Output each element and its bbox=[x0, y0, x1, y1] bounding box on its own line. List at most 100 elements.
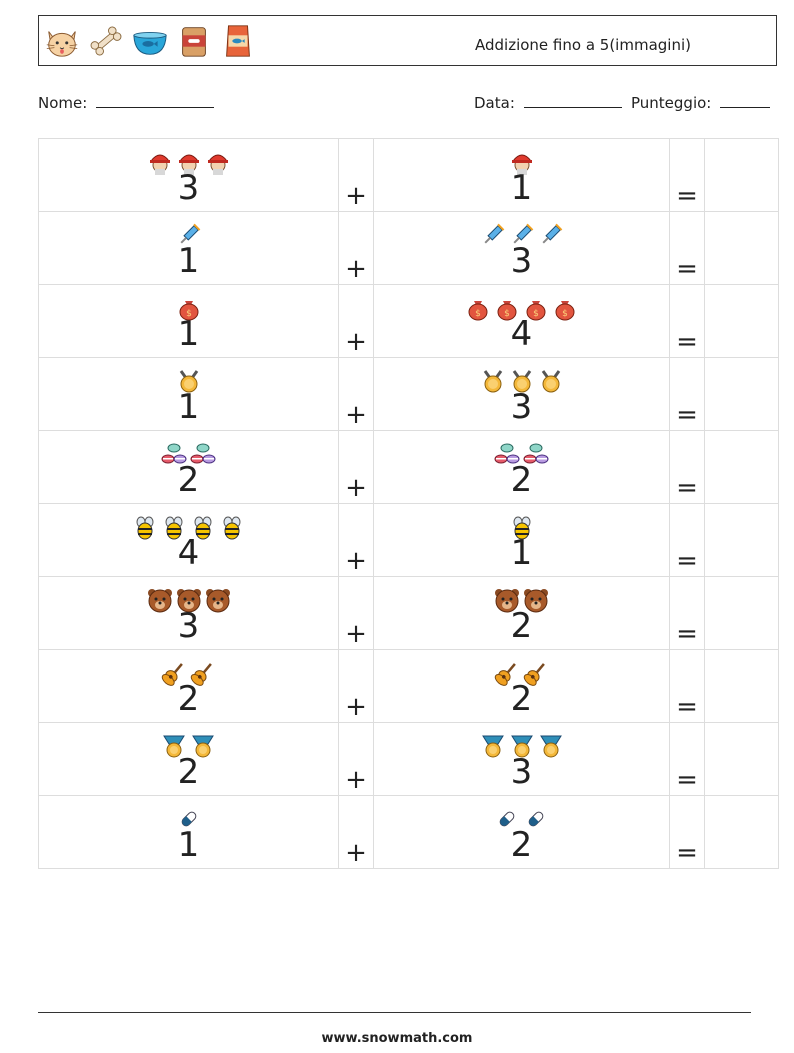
gold-medal-icon bbox=[483, 370, 502, 393]
answer-cell[interactable] bbox=[704, 576, 779, 650]
money-bag-icon: $ bbox=[526, 301, 546, 321]
answer-cell[interactable] bbox=[704, 138, 779, 212]
addend-b-pictures bbox=[374, 222, 669, 248]
addend-a-cell: 2 bbox=[38, 649, 339, 723]
plus-sign: + bbox=[338, 284, 374, 358]
date-blank[interactable] bbox=[523, 93, 622, 108]
problem-row: 1 +3 = bbox=[38, 211, 779, 285]
addend-a-number: 3 bbox=[177, 606, 200, 646]
equals-sign: = bbox=[669, 649, 705, 723]
plus-sign: + bbox=[338, 503, 374, 577]
addend-b-cell: 1 bbox=[373, 503, 670, 577]
addend-b-pictures bbox=[374, 587, 669, 613]
firefighter-icon bbox=[511, 154, 532, 175]
addend-a-pictures bbox=[39, 806, 338, 832]
fish-bowl-icon bbox=[133, 31, 167, 55]
addend-b-cell: $ $ $ $4 bbox=[373, 284, 670, 358]
bee-icon bbox=[513, 516, 530, 540]
addend-a-number: 1 bbox=[177, 314, 200, 354]
addend-a-number: 2 bbox=[177, 460, 200, 500]
addend-a-number: 2 bbox=[177, 679, 200, 719]
svg-text:$: $ bbox=[504, 309, 510, 319]
firefighter-icon bbox=[178, 154, 199, 175]
problem-row: 3 +2 = bbox=[38, 576, 779, 650]
name-blank[interactable] bbox=[96, 93, 215, 108]
addend-a-number: 3 bbox=[177, 168, 200, 208]
answer-cell[interactable] bbox=[704, 722, 779, 796]
addend-a-cell: $1 bbox=[38, 284, 339, 358]
addend-b-pictures bbox=[374, 368, 669, 394]
addend-b-number: 3 bbox=[510, 752, 533, 792]
footer-url: www.snowmath.com bbox=[321, 1031, 473, 1046]
addend-b-cell: 1 bbox=[373, 138, 670, 212]
guitar-icon bbox=[523, 663, 545, 686]
addend-b-pictures: $ $ $ $ bbox=[374, 295, 669, 321]
answer-cell[interactable] bbox=[704, 503, 779, 577]
worksheet-header: Addizione fino a 5(immagini) bbox=[38, 15, 777, 66]
addend-a-cell: 4 bbox=[38, 503, 339, 577]
bear-face-icon bbox=[176, 589, 201, 613]
date-field: Data: bbox=[474, 93, 622, 112]
plus-sign: + bbox=[338, 357, 374, 431]
addend-a-cell: 3 bbox=[38, 138, 339, 212]
firefighter-icon bbox=[149, 154, 170, 175]
plus-sign: + bbox=[338, 576, 374, 650]
equals-sign: = bbox=[669, 722, 705, 796]
plus-sign: + bbox=[338, 211, 374, 285]
equals-sign: = bbox=[669, 795, 705, 869]
bee-icon bbox=[223, 516, 241, 540]
addend-b-cell: 3 bbox=[373, 211, 670, 285]
addend-a-pictures bbox=[39, 441, 338, 467]
problem-row: $1 + $ $ $ $4 = bbox=[38, 284, 779, 358]
addend-a-cell: 2 bbox=[38, 430, 339, 504]
answer-cell[interactable] bbox=[704, 649, 779, 723]
answer-cell[interactable] bbox=[704, 430, 779, 504]
score-field: Punteggio: bbox=[631, 93, 771, 112]
fish-food-bag-icon bbox=[226, 25, 250, 57]
score-blank[interactable] bbox=[720, 93, 771, 108]
problems-table: 3 +1 = 1 +3 = $1 + $ $ $ $4 = 1 +3 = 2 +2 = 4 +1 = 3 +2 = 2 +2 = 2 +3… bbox=[38, 138, 779, 869]
problem-row: 2 +2 = bbox=[38, 649, 779, 723]
addend-b-pictures bbox=[374, 733, 669, 759]
plus-sign: + bbox=[338, 722, 374, 796]
date-label: Data: bbox=[474, 94, 515, 112]
addend-b-number: 4 bbox=[510, 314, 533, 354]
svg-text:$: $ bbox=[562, 309, 568, 319]
gold-medal-icon bbox=[179, 370, 198, 393]
plus-sign: + bbox=[338, 795, 374, 869]
gold-medal-icon bbox=[541, 370, 560, 393]
addend-b-number: 3 bbox=[510, 241, 533, 281]
medal-ribbon-icon bbox=[481, 735, 504, 758]
addend-b-number: 2 bbox=[510, 606, 533, 646]
addend-a-pictures bbox=[39, 149, 338, 175]
addend-a-cell: 2 bbox=[38, 722, 339, 796]
plus-sign: + bbox=[338, 430, 374, 504]
addend-a-cell: 3 bbox=[38, 576, 339, 650]
problem-row: 2 +3 = bbox=[38, 722, 779, 796]
answer-cell[interactable] bbox=[704, 795, 779, 869]
addend-b-cell: 2 bbox=[373, 649, 670, 723]
addend-a-number: 1 bbox=[177, 825, 200, 865]
bear-face-icon bbox=[205, 589, 230, 613]
answer-cell[interactable] bbox=[704, 357, 779, 431]
addend-b-number: 1 bbox=[510, 168, 533, 208]
answer-cell[interactable] bbox=[704, 284, 779, 358]
addend-a-number: 1 bbox=[177, 241, 200, 281]
capsule-icon bbox=[528, 811, 544, 827]
addend-a-pictures bbox=[39, 222, 338, 248]
answer-cell[interactable] bbox=[704, 211, 779, 285]
equals-sign: = bbox=[669, 211, 705, 285]
macarons-icon bbox=[494, 443, 520, 464]
svg-text:$: $ bbox=[533, 309, 539, 319]
addend-b-number: 2 bbox=[510, 679, 533, 719]
addend-b-cell: 2 bbox=[373, 795, 670, 869]
addend-b-cell: 3 bbox=[373, 722, 670, 796]
guitar-icon bbox=[190, 663, 212, 686]
syringe-icon bbox=[513, 223, 533, 244]
capsule-icon bbox=[181, 811, 196, 827]
svg-text:$: $ bbox=[475, 309, 481, 319]
header-icons bbox=[43, 22, 257, 60]
addend-a-cell: 1 bbox=[38, 357, 339, 431]
money-bag-icon: $ bbox=[468, 301, 488, 321]
addend-b-pictures bbox=[374, 441, 669, 467]
